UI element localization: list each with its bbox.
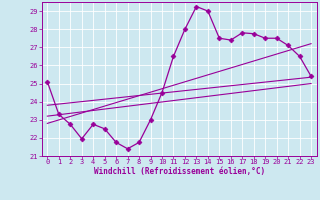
X-axis label: Windchill (Refroidissement éolien,°C): Windchill (Refroidissement éolien,°C) [94, 167, 265, 176]
